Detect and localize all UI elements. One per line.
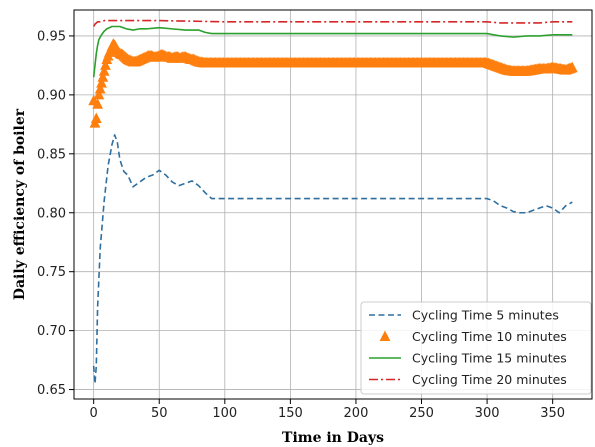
data-point xyxy=(97,71,109,82)
y-tick-label: 0.95 xyxy=(37,29,66,44)
series-10min-markers xyxy=(88,38,578,128)
plot-area xyxy=(88,19,578,385)
grid xyxy=(74,10,592,399)
x-tick-label: 250 xyxy=(409,406,434,421)
data-point xyxy=(93,88,105,100)
y-tick-label: 0.85 xyxy=(37,147,66,162)
legend-label: Cycling Time 20 minutes xyxy=(412,372,567,387)
y-tick-label: 0.90 xyxy=(37,88,66,103)
x-tick-label: 350 xyxy=(540,406,565,421)
x-tick-label: 300 xyxy=(475,406,500,421)
data-point xyxy=(100,59,111,70)
legend: Cycling Time 5 minutes Cycling Time 10 mi… xyxy=(360,301,592,395)
x-tick-label: 0 xyxy=(90,406,98,421)
data-point xyxy=(92,98,104,109)
data-point xyxy=(566,61,578,73)
x-tick-label: 50 xyxy=(151,406,168,421)
data-point xyxy=(96,77,107,88)
axis-ticks: 0 50 100 150 200 250 300 350 0.65 0.70 0.75 0.80 0.8… xyxy=(37,29,565,421)
y-axis-title: Daily efficiency of boiler xyxy=(12,108,28,300)
data-point xyxy=(98,65,110,76)
legend-label: Cycling Time 10 minutes xyxy=(412,329,567,344)
legend-label: Cycling Time 15 minutes xyxy=(412,351,567,366)
series-line xyxy=(92,25,573,78)
y-tick-label: 0.70 xyxy=(37,324,66,339)
y-tick-label: 0.80 xyxy=(37,206,66,221)
x-tick-label: 200 xyxy=(344,406,369,421)
data-point xyxy=(90,112,102,123)
y-tick-label: 0.75 xyxy=(37,265,66,280)
x-tick-label: 100 xyxy=(212,406,237,421)
x-axis-title: Time in Days xyxy=(282,430,384,446)
legend-label: Cycling Time 5 minutes xyxy=(412,308,559,323)
data-point xyxy=(94,82,106,94)
series-line xyxy=(92,19,573,27)
legend-box xyxy=(360,301,592,395)
plot-frame xyxy=(73,9,593,400)
series-line xyxy=(92,134,573,385)
legend-marker xyxy=(379,330,391,341)
y-tick-label: 0.65 xyxy=(37,383,66,398)
x-tick-label: 150 xyxy=(278,406,303,421)
